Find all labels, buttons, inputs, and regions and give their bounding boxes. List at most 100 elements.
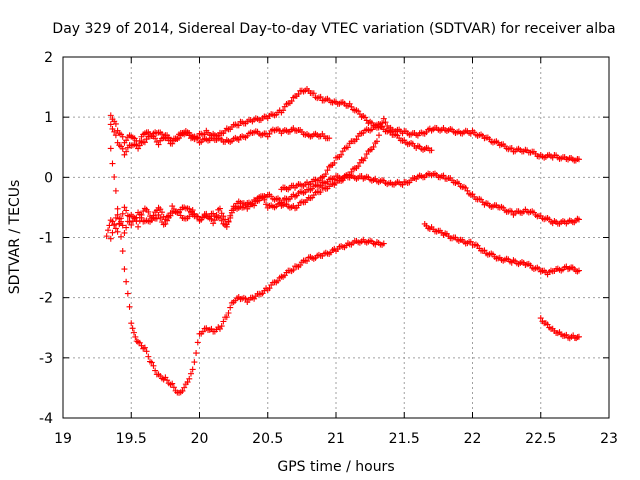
data-point xyxy=(135,142,142,149)
data-point xyxy=(123,278,130,285)
plot-frame xyxy=(62,56,610,419)
data-point xyxy=(346,172,353,179)
series-track-G xyxy=(537,315,582,342)
x-tick-label: 22.5 xyxy=(525,431,556,447)
data-point xyxy=(133,338,140,345)
data-point xyxy=(164,377,171,384)
data-point xyxy=(132,333,139,340)
data-point xyxy=(380,240,387,247)
x-tick-label: 21.5 xyxy=(389,431,420,447)
data-point xyxy=(216,205,223,212)
data-point xyxy=(111,173,118,180)
x-tick-label: 22 xyxy=(464,431,482,447)
data-point xyxy=(126,218,133,225)
data-point xyxy=(235,122,242,129)
data-point xyxy=(218,217,225,224)
data-point xyxy=(114,211,121,218)
data-point xyxy=(143,348,150,355)
data-point xyxy=(508,208,515,215)
data-point xyxy=(428,147,435,154)
data-point xyxy=(170,384,177,391)
data-point xyxy=(225,310,232,317)
data-point xyxy=(129,325,136,332)
data-point xyxy=(116,220,123,227)
data-point xyxy=(124,212,131,219)
data-point xyxy=(107,145,114,152)
data-point xyxy=(119,210,126,217)
data-point xyxy=(162,220,169,227)
data-point xyxy=(123,207,130,214)
data-point xyxy=(232,203,239,210)
data-point xyxy=(193,350,200,357)
y-tick-label: 0 xyxy=(44,170,53,186)
data-point xyxy=(186,213,193,220)
data-point xyxy=(382,119,389,126)
data-point xyxy=(123,224,130,231)
data-point xyxy=(136,211,143,218)
data-point xyxy=(213,212,220,219)
data-point xyxy=(189,207,196,214)
data-point xyxy=(152,135,159,142)
data-point xyxy=(169,380,176,387)
data-point xyxy=(203,210,210,217)
data-point xyxy=(141,344,148,351)
data-point xyxy=(251,202,258,209)
data-point xyxy=(112,214,119,221)
data-point xyxy=(346,100,353,107)
data-point xyxy=(112,120,119,127)
data-point xyxy=(263,201,270,208)
data-point xyxy=(242,201,249,208)
data-point xyxy=(331,176,338,183)
points-layer xyxy=(103,85,582,396)
data-point xyxy=(148,359,155,366)
data-point xyxy=(575,333,582,340)
data-point xyxy=(179,387,186,394)
data-point xyxy=(575,216,582,223)
data-point xyxy=(324,167,331,174)
data-point xyxy=(121,229,128,236)
data-point xyxy=(167,210,174,217)
data-point xyxy=(218,323,225,330)
data-point xyxy=(338,151,345,158)
y-tick-label: -3 xyxy=(39,351,53,367)
data-point xyxy=(158,209,165,216)
data-point xyxy=(353,136,360,143)
data-point xyxy=(103,233,110,240)
data-point xyxy=(119,133,126,140)
data-point xyxy=(111,221,118,228)
data-point xyxy=(440,172,447,179)
data-point xyxy=(124,290,131,297)
data-point xyxy=(317,93,324,100)
data-point xyxy=(223,223,230,230)
data-point xyxy=(138,214,145,221)
data-point xyxy=(107,235,114,242)
data-point xyxy=(123,148,130,155)
y-tick-label: 1 xyxy=(44,110,53,126)
data-point xyxy=(467,238,474,245)
data-point xyxy=(119,222,126,229)
data-point xyxy=(189,366,196,373)
data-point xyxy=(227,212,234,219)
data-point xyxy=(355,163,362,170)
data-point xyxy=(375,132,382,139)
data-point xyxy=(121,266,128,273)
data-point xyxy=(112,187,119,194)
data-point xyxy=(362,155,369,162)
data-point xyxy=(199,214,206,221)
data-point xyxy=(169,203,176,210)
x-tick-label: 23 xyxy=(600,431,618,447)
data-point xyxy=(210,220,217,227)
chart-title: Day 329 of 2014, Sidereal Day-to-day VTE… xyxy=(52,21,615,37)
y-tick-label: -2 xyxy=(39,291,53,307)
data-point xyxy=(363,151,370,158)
data-point xyxy=(181,384,188,391)
series-track-B xyxy=(107,112,333,149)
data-point xyxy=(227,304,234,311)
data-point xyxy=(373,138,380,145)
data-point xyxy=(575,267,582,274)
data-point xyxy=(199,328,206,335)
data-point xyxy=(152,367,159,374)
x-tick-label: 19 xyxy=(54,431,72,447)
data-point xyxy=(220,318,227,325)
data-point xyxy=(126,303,133,310)
